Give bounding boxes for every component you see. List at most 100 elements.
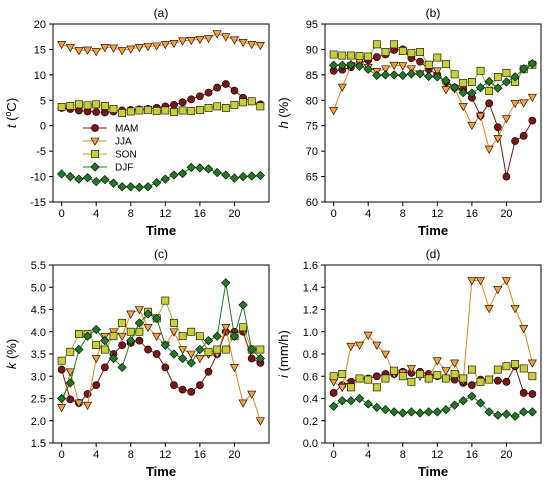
data-point <box>221 80 230 88</box>
data-point <box>450 359 460 368</box>
data-point <box>449 82 460 93</box>
data-point <box>416 57 424 66</box>
data-point <box>195 163 205 173</box>
data-point <box>83 46 93 55</box>
data-point <box>186 358 196 368</box>
legend-marker <box>90 162 100 172</box>
data-point <box>484 305 494 314</box>
data-point <box>170 381 178 390</box>
x-tick-label: 16 <box>466 208 478 220</box>
data-point <box>75 330 83 338</box>
x-tick-label: 12 <box>159 208 171 220</box>
data-point <box>406 365 416 374</box>
x-tick-label: 0 <box>331 449 337 461</box>
y-tick-label: 0 <box>40 121 46 133</box>
data-point <box>450 70 459 79</box>
data-point <box>338 51 347 60</box>
data-point <box>424 407 434 417</box>
data-point <box>519 407 529 417</box>
data-point <box>169 349 179 359</box>
data-point <box>213 345 222 354</box>
data-point <box>519 64 529 74</box>
y-tick-label: 1.0 <box>303 327 318 339</box>
data-point <box>135 327 144 336</box>
data-point <box>484 407 494 417</box>
data-point <box>381 48 390 56</box>
data-point <box>82 331 93 341</box>
x-tick-label: 16 <box>194 449 206 461</box>
data-point <box>187 327 196 336</box>
data-point <box>152 178 162 188</box>
data-point <box>390 366 399 375</box>
data-point <box>212 167 222 178</box>
data-point <box>74 47 84 56</box>
series-line <box>61 33 261 52</box>
data-point <box>135 336 144 345</box>
data-point <box>66 347 75 356</box>
data-point <box>144 106 152 114</box>
y-tick-label: 5.5 <box>31 260 46 272</box>
data-point <box>100 101 109 110</box>
data-point <box>501 115 511 124</box>
x-tick-label: 4 <box>93 208 99 220</box>
data-point <box>519 325 529 334</box>
y-tick-label: 10 <box>34 70 46 82</box>
data-point <box>380 65 390 74</box>
y-tick-label: 1.2 <box>303 305 318 317</box>
data-point <box>346 60 356 70</box>
data-point <box>501 77 512 87</box>
data-point <box>65 44 75 53</box>
data-point <box>117 47 127 56</box>
data-point <box>229 364 239 373</box>
data-point <box>329 389 338 397</box>
data-point <box>74 344 84 355</box>
data-point <box>432 67 442 76</box>
y-tick-label: 15 <box>34 44 46 56</box>
data-point <box>203 164 214 174</box>
x-tick-label: 16 <box>194 208 206 220</box>
data-point <box>118 341 127 349</box>
data-point <box>83 401 93 410</box>
series-line <box>61 308 261 421</box>
y-axis-title: k (%) <box>4 339 19 369</box>
data-point <box>239 98 247 107</box>
series-jja <box>329 277 537 393</box>
data-point <box>355 374 364 383</box>
data-point <box>195 381 204 390</box>
data-point <box>467 391 477 401</box>
data-point <box>381 374 390 383</box>
data-point <box>204 34 214 44</box>
data-point <box>187 387 196 396</box>
y-tick-label: 80 <box>306 95 318 107</box>
data-point <box>152 107 161 115</box>
chart-panel-2: 0 4 8 12 16 20 60 65 70 75 80 85 90 95 (b) Time h (%) <box>276 6 542 238</box>
data-point <box>424 60 433 69</box>
series-jja <box>57 30 265 57</box>
data-point <box>169 170 179 180</box>
data-point <box>170 100 178 109</box>
legend-label: MAM <box>115 124 138 135</box>
data-point <box>143 182 153 192</box>
data-point <box>213 102 222 111</box>
data-point <box>152 42 162 51</box>
data-point <box>493 72 502 81</box>
data-point <box>442 374 450 383</box>
y-tick-label: 3.0 <box>31 371 46 383</box>
data-point <box>493 286 503 295</box>
plot-frame <box>52 264 270 444</box>
x-tick-label: 0 <box>59 449 65 461</box>
data-point <box>186 162 196 173</box>
legend-marker <box>91 124 99 132</box>
data-point <box>213 83 222 92</box>
y-tick-label: 20 <box>34 19 46 31</box>
data-point <box>347 383 355 392</box>
legend-label: SON <box>115 150 137 161</box>
data-point <box>108 353 119 364</box>
data-point <box>467 78 476 86</box>
y-tick-label: 0.4 <box>303 394 318 406</box>
y-tick-label: 1.5 <box>31 438 46 450</box>
data-point <box>92 100 101 109</box>
data-point <box>117 362 127 372</box>
data-point <box>510 100 520 109</box>
data-point <box>126 327 135 336</box>
